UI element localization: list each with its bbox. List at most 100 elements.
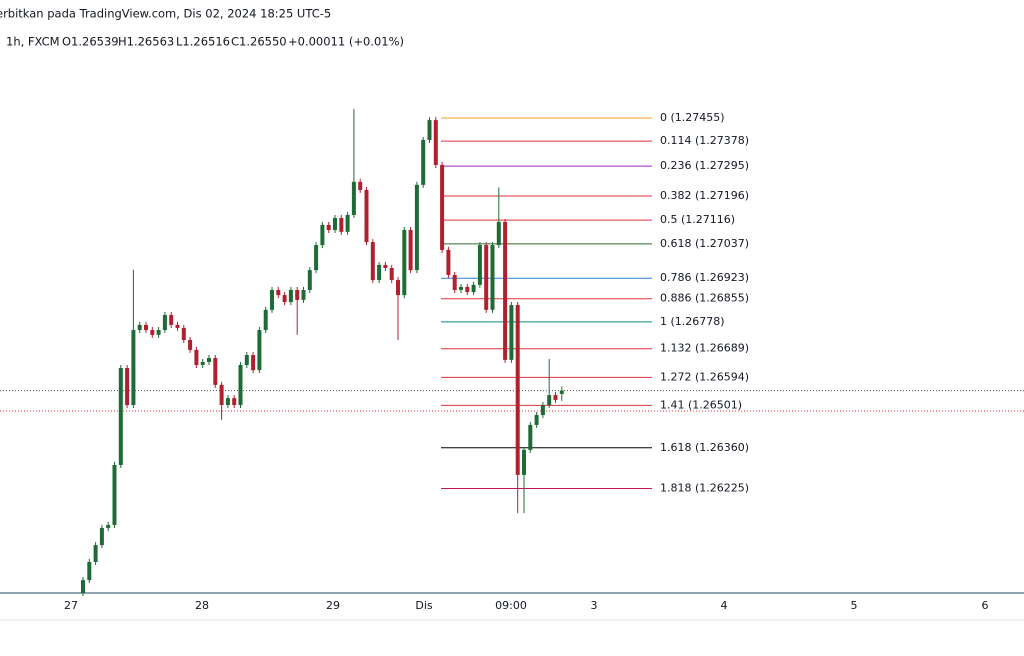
- candle-body: [358, 181, 363, 190]
- candle-body: [452, 274, 457, 290]
- candle-body: [194, 349, 199, 365]
- fib-level-label: 1 (1.26778): [660, 315, 725, 328]
- candle-body: [307, 270, 312, 290]
- candle-body: [440, 164, 445, 250]
- x-tick-label: 6: [982, 599, 989, 612]
- x-tick-label: Dis: [415, 599, 433, 612]
- fib-level-label: 0.5 (1.27116): [660, 213, 735, 226]
- candle-body: [522, 449, 526, 475]
- candle-body: [251, 355, 256, 371]
- x-tick-label: 28: [195, 599, 209, 612]
- candle-body: [547, 395, 552, 406]
- candle-body: [238, 364, 243, 406]
- candle-body: [150, 330, 155, 335]
- candle-body: [503, 221, 508, 360]
- candle-body: [93, 545, 98, 562]
- candle-body: [175, 324, 180, 328]
- fib-level-label: 0.886 (1.26855): [660, 292, 749, 305]
- candle-body: [402, 230, 407, 296]
- candle-body: [144, 324, 148, 331]
- x-tick-label: 5: [851, 599, 858, 612]
- fib-level-label: 1.132 (1.26689): [660, 342, 749, 355]
- candle-body: [282, 295, 287, 303]
- candle-body: [446, 249, 451, 275]
- candle-body: [118, 367, 123, 465]
- candle-body: [389, 267, 394, 281]
- candle-body: [421, 139, 426, 185]
- ohlc-open: O1.26539: [62, 35, 119, 49]
- change: +0.00011 (+0.01%): [288, 35, 404, 49]
- candle-body: [295, 289, 300, 300]
- candle-body: [553, 395, 558, 400]
- candle-body: [351, 181, 356, 215]
- fib-level-label: 1.618 (1.26360): [660, 441, 749, 454]
- candle-body: [408, 230, 413, 271]
- candle-body: [484, 245, 489, 310]
- fib-level-label: 0.236 (1.27295): [660, 159, 749, 172]
- fib-level-label: 0.618 (1.27037): [660, 237, 749, 250]
- candle-body: [137, 324, 142, 331]
- candle-body: [125, 367, 130, 406]
- candle-body: [188, 339, 193, 350]
- ohlc-close: C1.26550: [231, 35, 287, 49]
- candle-body: [112, 464, 117, 525]
- candle-body: [162, 314, 167, 331]
- candle-body: [339, 217, 344, 232]
- candle-body: [345, 214, 350, 232]
- x-tick-label: 4: [721, 599, 728, 612]
- candle-body: [181, 327, 186, 340]
- fib-level-label: 1.272 (1.26594): [660, 370, 749, 383]
- candle-body: [207, 358, 211, 362]
- fib-level-label: 0.114 (1.27378): [660, 134, 749, 147]
- candle-body: [99, 527, 104, 546]
- x-tick-label: 27: [64, 599, 78, 612]
- fib-level-label: 0 (1.27455): [660, 111, 725, 124]
- candle-body: [496, 221, 501, 246]
- candle-body: [509, 305, 514, 360]
- fib-level-label: 0.786 (1.26923): [660, 271, 749, 284]
- candle-body: [200, 361, 205, 365]
- candle-body: [477, 245, 482, 285]
- candle-body: [370, 242, 375, 281]
- fib-level-label: 1.818 (1.26225): [660, 481, 749, 494]
- candle-body: [244, 355, 249, 365]
- candle-body: [301, 289, 306, 300]
- x-tick-label: 29: [326, 599, 340, 612]
- candle-body: [364, 189, 369, 243]
- candle-body: [270, 289, 274, 310]
- candle-body: [383, 264, 388, 268]
- candle-body: [534, 414, 539, 425]
- candle-body: [106, 524, 111, 528]
- candle-body: [540, 405, 545, 415]
- fib-level-label: 1.41 (1.26501): [660, 398, 742, 411]
- candle-body: [471, 284, 476, 293]
- published-note: erbitkan pada TradingView.com, Dis 02, 2…: [0, 7, 331, 21]
- candle-body: [257, 330, 262, 371]
- candle-body: [515, 305, 520, 475]
- candle-body: [326, 224, 331, 231]
- fib-level-label: 0.382 (1.27196): [660, 189, 749, 202]
- candle-body: [427, 120, 432, 140]
- candle-body: [490, 245, 495, 310]
- candle-body: [333, 217, 337, 231]
- candle-body: [225, 398, 230, 406]
- x-tick-label: 09:00: [495, 599, 527, 612]
- candle-body: [433, 120, 438, 165]
- candle-body: [377, 264, 382, 281]
- candle-body: [459, 286, 463, 290]
- candle-body: [156, 330, 161, 335]
- candle-body: [87, 561, 92, 581]
- candle-body: [528, 424, 533, 450]
- x-tick-label: 3: [591, 599, 598, 612]
- candle-body: [320, 224, 325, 246]
- candle-body: [276, 289, 281, 296]
- candle-body: [263, 309, 268, 331]
- candle-body: [465, 286, 470, 293]
- candle-body: [219, 384, 224, 406]
- candle-body: [559, 390, 564, 394]
- candle-body: [232, 398, 237, 406]
- candle-body: [314, 245, 319, 271]
- ohlc-high: H1.26563: [118, 35, 174, 49]
